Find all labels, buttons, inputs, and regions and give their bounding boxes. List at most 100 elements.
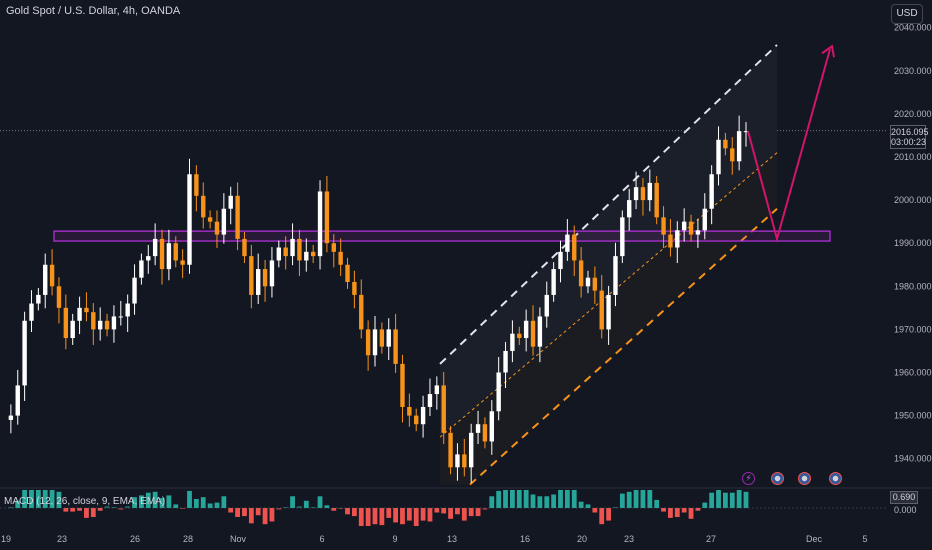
candle-body xyxy=(118,316,123,318)
candles-layer xyxy=(8,115,749,483)
candle xyxy=(544,281,549,328)
candle xyxy=(606,285,611,345)
candle xyxy=(414,408,419,432)
time-tick-label: 19 xyxy=(1,534,11,544)
candle-body xyxy=(97,320,103,330)
macd-bar-positive xyxy=(709,492,715,508)
time-tick-label: 27 xyxy=(706,534,716,544)
candle-body xyxy=(468,432,474,468)
macd-bar-negative xyxy=(365,508,371,526)
macd-bar-negative xyxy=(262,508,268,525)
candle-body xyxy=(434,385,440,395)
candle xyxy=(84,292,89,322)
candle-body xyxy=(111,316,117,330)
lightning-icon[interactable]: ⚡ xyxy=(742,472,755,485)
candle xyxy=(97,307,103,341)
time-tick-label: 13 xyxy=(447,534,457,544)
candle xyxy=(668,219,673,257)
candle xyxy=(585,270,591,294)
candle xyxy=(152,223,158,266)
time-tick-label: 6 xyxy=(319,534,324,544)
candle xyxy=(166,229,172,281)
candle-body xyxy=(304,251,309,261)
macd-bar-positive xyxy=(551,494,557,508)
time-tick-label: 23 xyxy=(624,534,634,544)
macd-bar-positive xyxy=(503,490,508,508)
macd-bar-positive xyxy=(145,492,151,508)
price-tick-label: 1950.000 xyxy=(894,411,932,421)
macd-bar-positive xyxy=(654,499,660,508)
macd-bar-negative xyxy=(441,508,447,514)
candle-body xyxy=(736,131,742,162)
candle xyxy=(359,279,364,339)
candle-body xyxy=(256,269,261,295)
candle-body xyxy=(489,411,494,442)
us-flag-icon[interactable] xyxy=(771,472,784,485)
macd-bar-positive xyxy=(159,498,165,508)
candle-body xyxy=(681,221,687,231)
macd-bar-negative xyxy=(248,508,254,524)
macd-bar-negative xyxy=(420,508,426,521)
candle xyxy=(688,214,694,242)
macd-bar-positive xyxy=(743,491,749,508)
macd-bar-negative xyxy=(606,508,611,521)
price-tick-label: 2000.000 xyxy=(894,195,932,205)
macd-bar-positive xyxy=(187,490,192,508)
time-tick-label: 20 xyxy=(577,534,587,544)
macd-bar-positive xyxy=(633,490,639,508)
candle xyxy=(8,404,14,434)
candle xyxy=(317,180,323,270)
candle xyxy=(187,158,192,274)
macd-bar-positive xyxy=(290,496,295,508)
macd-bar-negative xyxy=(455,508,460,515)
candle-body xyxy=(43,264,48,295)
macd-bar-positive xyxy=(56,491,62,508)
candle-body xyxy=(146,256,151,261)
macd-bar-negative xyxy=(413,508,419,526)
candle-body xyxy=(420,406,426,425)
candle-body xyxy=(317,191,323,257)
macd-bar-negative xyxy=(351,508,357,517)
candle xyxy=(702,193,707,240)
candle xyxy=(63,294,69,350)
candle xyxy=(310,244,316,264)
macd-bar-negative xyxy=(427,508,433,522)
candle-body xyxy=(709,174,714,209)
candle xyxy=(262,260,268,302)
macd-bar-negative xyxy=(688,508,694,519)
candle-body xyxy=(496,372,501,412)
macd-bar-positive xyxy=(22,490,28,508)
candle-body xyxy=(139,260,144,278)
us-flag-icon[interactable] xyxy=(798,472,811,485)
candle xyxy=(242,231,247,264)
macd-bar-positive xyxy=(571,490,577,508)
candle xyxy=(297,229,302,276)
candle xyxy=(523,309,529,352)
candle xyxy=(468,423,474,483)
candle xyxy=(558,240,563,283)
currency-button[interactable]: USD xyxy=(891,4,923,24)
candle-body xyxy=(407,406,412,416)
us-flag-icon[interactable] xyxy=(829,472,842,485)
candle xyxy=(36,288,41,311)
macd-bar-negative xyxy=(372,508,378,525)
current-price-badge: 2016.095 03:00:23 xyxy=(890,125,929,149)
macd-bar-positive xyxy=(111,507,117,508)
candle-body xyxy=(427,394,433,407)
macd-indicator-label[interactable]: MACD (12, 26, close, 9, EMA, EMA) xyxy=(4,496,166,507)
candle xyxy=(407,393,412,427)
candle xyxy=(214,210,220,248)
candle-body xyxy=(400,363,405,407)
candle-body xyxy=(530,320,536,347)
macd-bar-positive xyxy=(324,505,330,508)
macd-bar-negative xyxy=(482,508,488,510)
macd-bar-negative xyxy=(242,508,247,517)
candle xyxy=(235,182,240,251)
candle xyxy=(276,240,282,268)
candle-body xyxy=(455,454,460,468)
candle xyxy=(565,219,570,261)
candle xyxy=(173,236,178,268)
macd-bar-negative xyxy=(63,508,69,512)
time-tick-label: 16 xyxy=(520,534,530,544)
